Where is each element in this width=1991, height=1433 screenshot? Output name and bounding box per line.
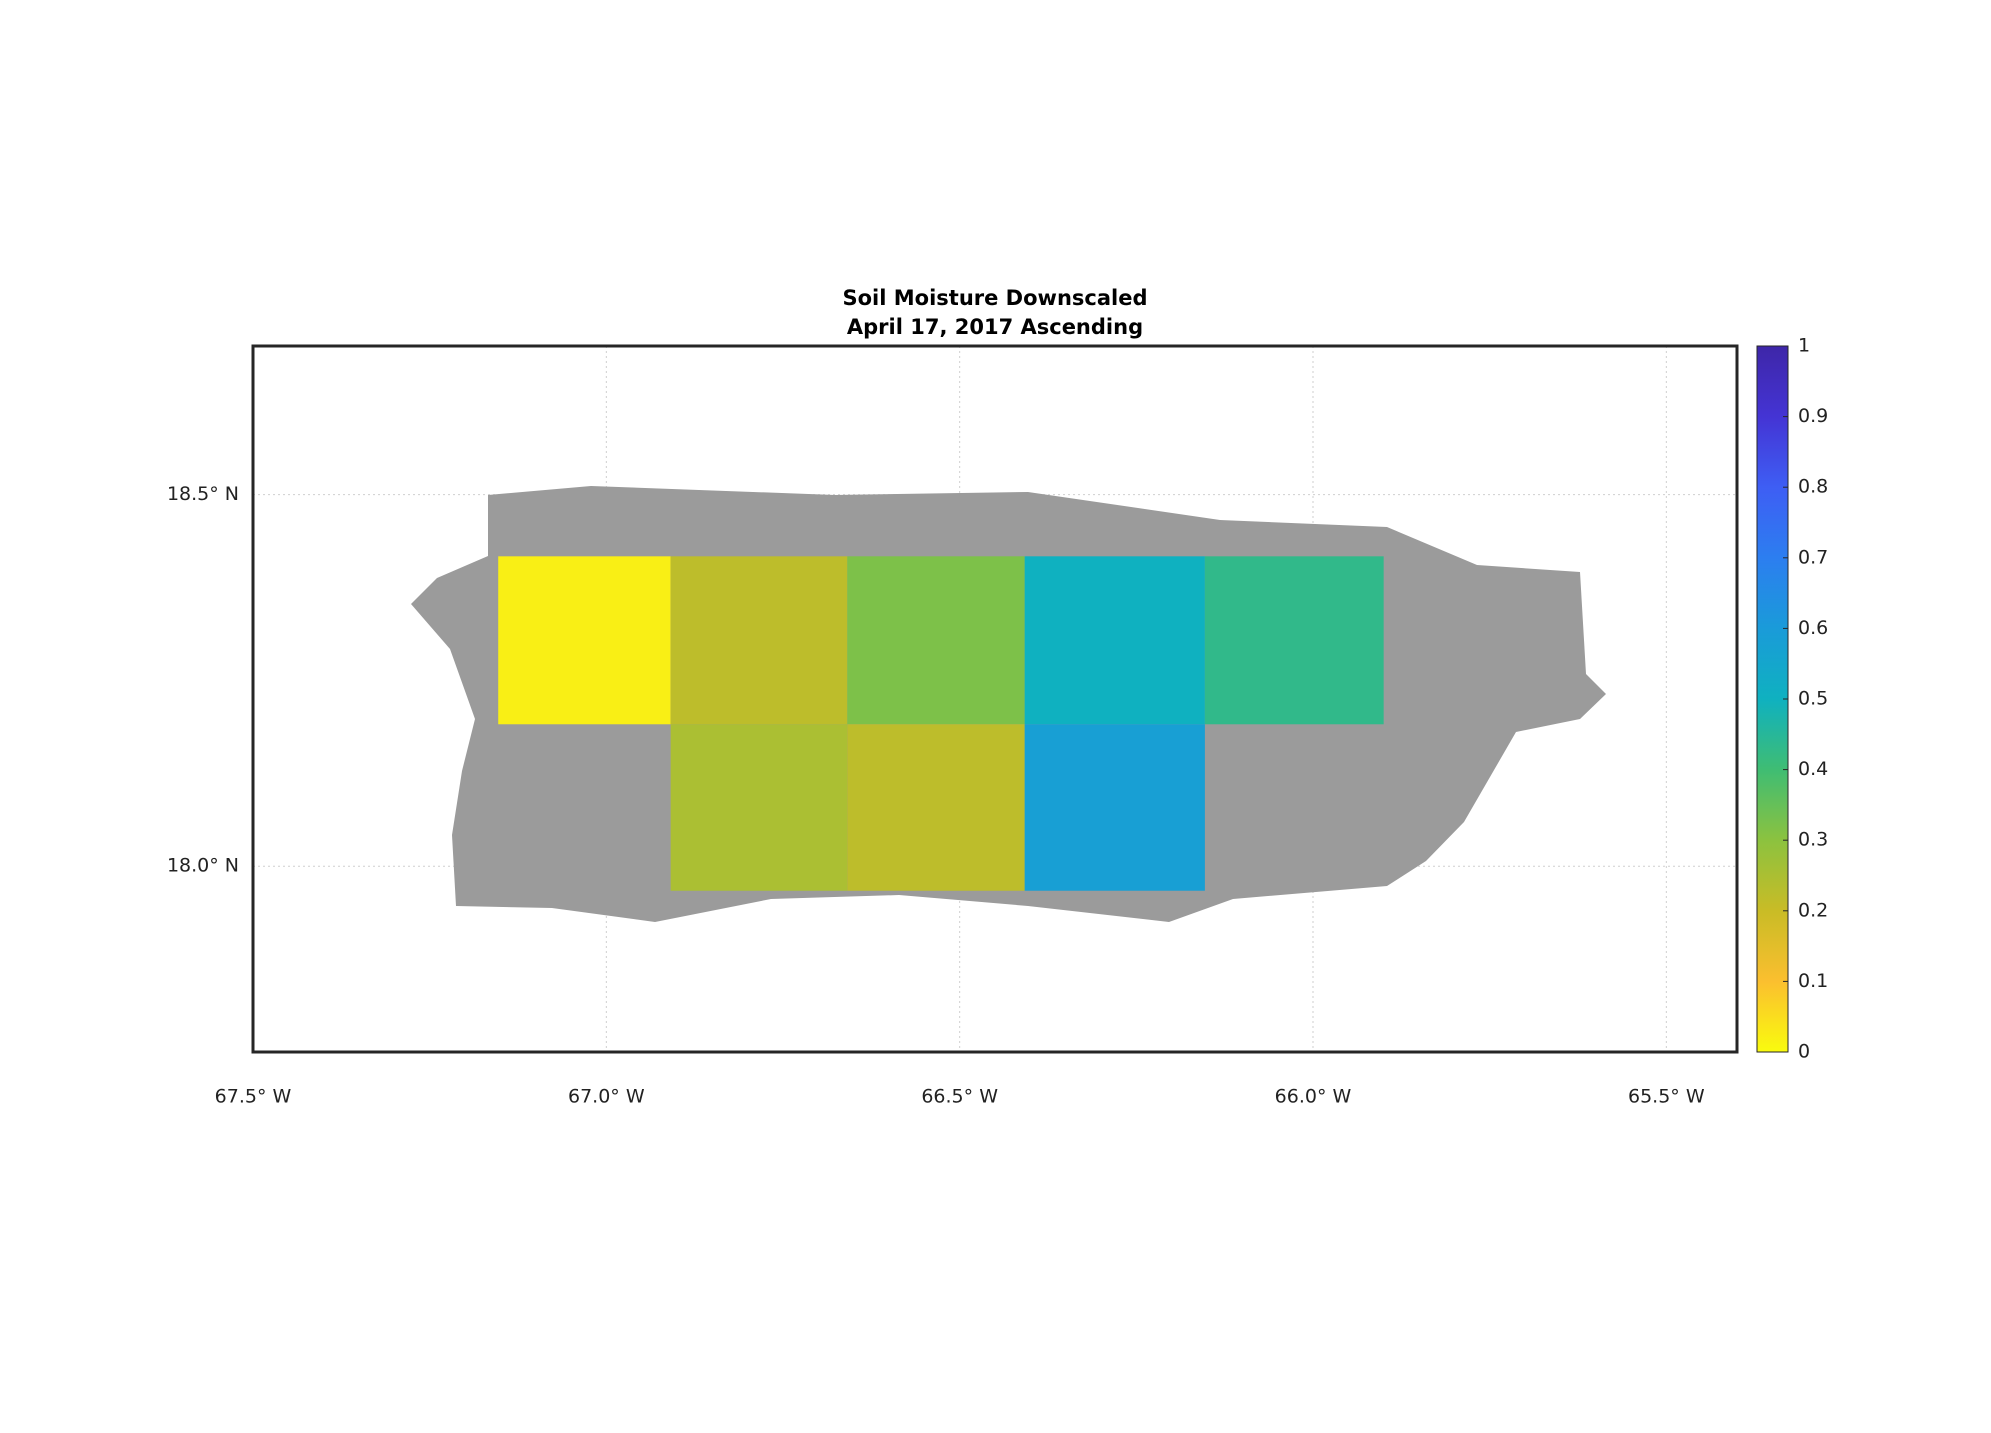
- colorbar-tick-label: 0.9: [1798, 405, 1828, 427]
- soil-moisture-tile: [498, 556, 671, 725]
- colorbar-tick-label: 1: [1798, 335, 1810, 357]
- colorbar-tick-label: 0.1: [1798, 970, 1828, 992]
- colorbar-tick-label: 0.2: [1798, 899, 1828, 921]
- chart-title: Soil Moisture Downscaled: [843, 286, 1148, 310]
- colorbar-tick-label: 0.5: [1798, 688, 1828, 710]
- y-tick-label: 18.5° N: [167, 483, 239, 505]
- colorbar-tick-label: 0.6: [1798, 617, 1828, 639]
- soil-moisture-tile: [1024, 556, 1205, 725]
- colorbar-tick-label: 0.4: [1798, 758, 1828, 780]
- soil-moisture-tile: [1024, 724, 1205, 891]
- soil-moisture-tile: [1204, 556, 1384, 725]
- map-frame: [251, 344, 1739, 1054]
- soil-moisture-tile: [670, 724, 848, 891]
- soil-moisture-tile: [847, 556, 1025, 725]
- colorbar-tick-label: 0.3: [1798, 829, 1828, 851]
- chart-subtitle: April 17, 2017 Ascending: [847, 315, 1143, 339]
- soil-moisture-tile: [670, 556, 848, 725]
- colorbar: [1756, 345, 1789, 1053]
- x-tick-label: 67.0° W: [568, 1086, 645, 1108]
- colorbar-tick-label: 0: [1798, 1041, 1810, 1063]
- colorbar-tick-label: 0.8: [1798, 476, 1828, 498]
- x-tick-label: 66.5° W: [921, 1086, 998, 1108]
- x-tick-label: 66.0° W: [1275, 1086, 1352, 1108]
- x-tick-label: 67.5° W: [215, 1086, 292, 1108]
- colorbar-tick-label: 0.7: [1798, 546, 1828, 568]
- x-tick-label: 65.5° W: [1628, 1086, 1705, 1108]
- soil-moisture-tile: [847, 724, 1025, 891]
- y-tick-label: 18.0° N: [167, 855, 239, 877]
